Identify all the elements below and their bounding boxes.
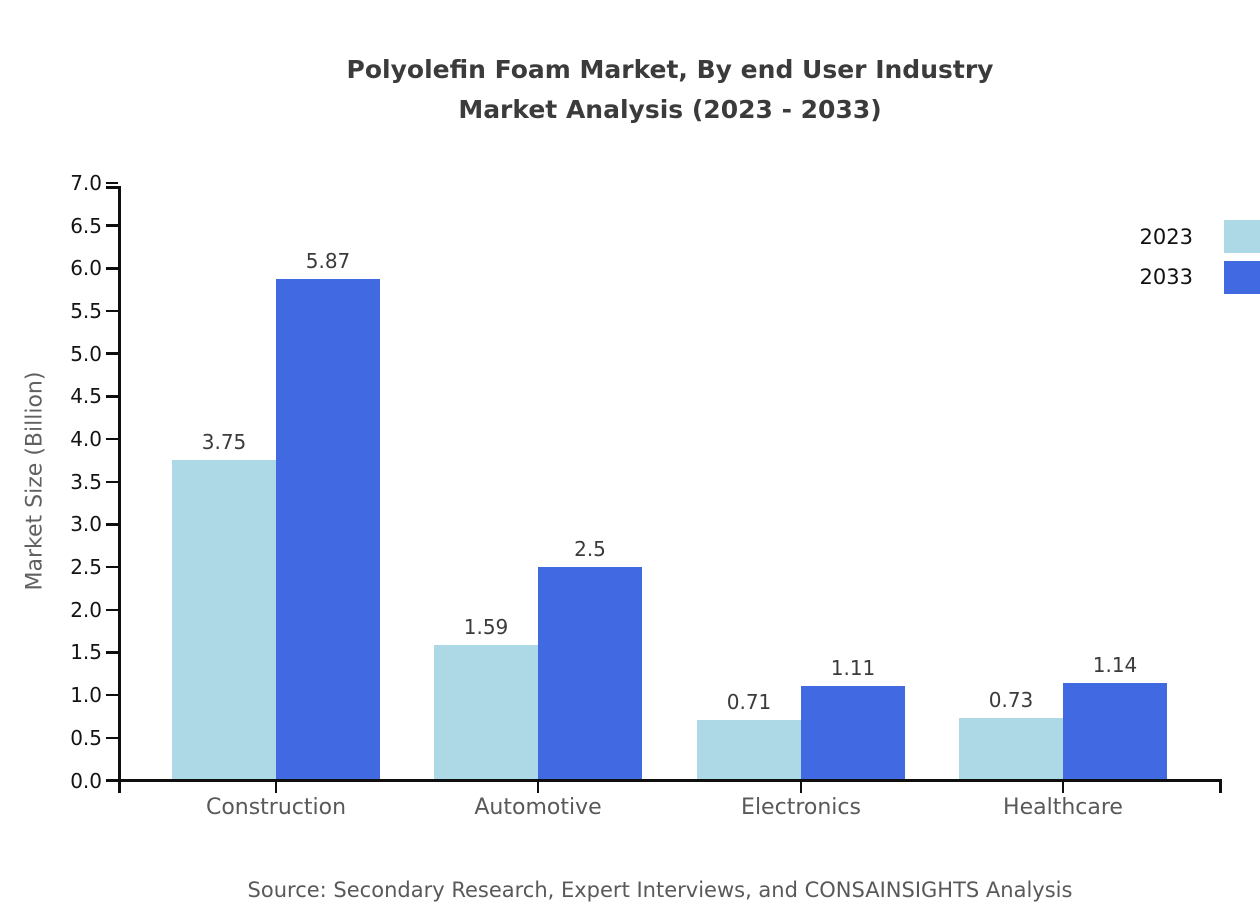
x-tick [799, 781, 803, 793]
y-tick [106, 480, 118, 483]
bar-value-label: 0.71 [726, 689, 772, 714]
legend-label-2033: 2033 [1139, 265, 1193, 289]
x-tick [1061, 781, 1065, 793]
y-tick-label: 0.5 [70, 725, 102, 750]
y-tick-label: 4.5 [70, 384, 102, 409]
bar-value-label: 3.75 [201, 430, 247, 455]
bar-value-label: 1.11 [830, 655, 876, 680]
y-tick [106, 437, 118, 441]
category-label: Healthcare [1003, 795, 1123, 820]
y-tick [106, 309, 118, 313]
y-axis-line [118, 186, 121, 793]
y-tick [106, 651, 118, 654]
chart-title: Polyolefin Foam Market, By end User Indu… [118, 50, 1222, 130]
category-label: Electronics [741, 795, 861, 820]
bar-value-label: 1.14 [1092, 653, 1138, 678]
x-axis-right-cap [1219, 779, 1222, 793]
legend-swatch-2033 [1224, 261, 1260, 294]
source-note: Source: Secondary Research, Expert Inter… [247, 878, 1073, 902]
x-tick [536, 781, 540, 793]
y-tick-label: 5.5 [70, 299, 102, 324]
y-tick [106, 395, 118, 398]
y-tick-label: 5.0 [70, 341, 102, 366]
bar-2033-electronics [801, 685, 905, 782]
category-label: Automotive [474, 795, 602, 820]
y-tick [106, 608, 118, 612]
legend-swatch-2023 [1224, 220, 1260, 253]
bar-value-label: 5.87 [305, 249, 351, 274]
y-tick [106, 565, 118, 569]
bar-2033-healthcare [1063, 683, 1167, 782]
y-tick [106, 523, 118, 526]
y-tick [106, 352, 118, 355]
y-tick-label: 3.0 [70, 512, 102, 537]
y-tick-label: 2.0 [70, 597, 102, 622]
x-axis-line [118, 779, 1222, 782]
bar-2023-electronics [697, 719, 801, 782]
y-tick [106, 181, 118, 185]
bar-value-label: 2.5 [574, 537, 606, 562]
y-axis-top-cap [106, 186, 121, 189]
y-tick-label: 7.0 [70, 171, 102, 195]
bar-value-label: 1.59 [463, 614, 509, 639]
bar-value-label: 0.73 [988, 688, 1034, 713]
y-tick [106, 693, 118, 697]
y-tick-label: 6.0 [70, 256, 102, 281]
y-tick-label: 1.5 [70, 640, 102, 665]
y-tick [106, 736, 118, 740]
y-tick [106, 779, 118, 782]
legend-label-2023: 2023 [1139, 225, 1193, 249]
y-tick-label: 6.5 [70, 213, 102, 238]
y-tick [106, 224, 118, 227]
y-tick-label: 3.5 [70, 469, 102, 494]
y-tick-label: 2.5 [70, 555, 102, 580]
chart-title-line2: Market Analysis (2023 - 2033) [458, 95, 882, 124]
y-tick-label: 1.0 [70, 683, 102, 708]
chart-title-line1: Polyolefin Foam Market, By end User Indu… [346, 55, 994, 84]
bar-2033-automotive [538, 567, 642, 782]
y-tick-label: 0.0 [70, 768, 102, 793]
bar-2023-construction [172, 460, 276, 782]
x-tick [274, 781, 278, 793]
category-label: Construction [205, 795, 347, 820]
bar-2033-construction [276, 279, 380, 782]
bar-2023-healthcare [959, 718, 1063, 782]
bar-2023-automotive [434, 644, 538, 782]
y-tick-label: 4.0 [70, 427, 102, 452]
y-tick [106, 267, 118, 270]
